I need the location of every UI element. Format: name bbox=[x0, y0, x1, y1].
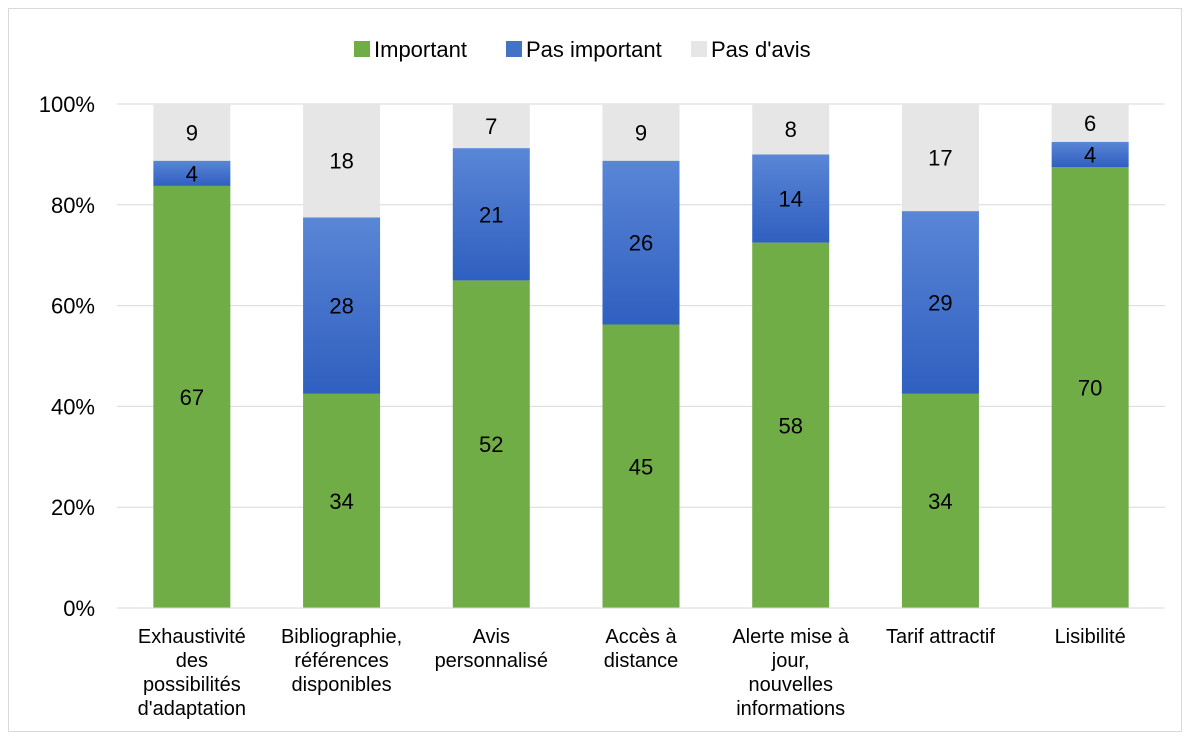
legend-swatch bbox=[354, 41, 370, 57]
bar-segment bbox=[901, 393, 979, 608]
legend-label: Pas d'avis bbox=[711, 37, 811, 62]
data-label: 14 bbox=[778, 187, 802, 212]
y-tick-label: 40% bbox=[51, 394, 95, 419]
bar-segment bbox=[452, 148, 530, 281]
x-category-label: Avis bbox=[473, 626, 510, 648]
x-category-label: informations bbox=[736, 698, 845, 720]
data-label: 29 bbox=[928, 290, 952, 315]
x-category-label: Alerte mise à bbox=[732, 626, 850, 648]
bar-segment bbox=[602, 324, 680, 608]
bar-segment bbox=[752, 242, 830, 608]
data-label: 45 bbox=[629, 454, 653, 479]
x-category-label: Bibliographie, bbox=[281, 626, 402, 648]
bar-segment bbox=[752, 104, 830, 155]
bar-segment bbox=[452, 104, 530, 149]
legend-label: Important bbox=[374, 37, 467, 62]
data-label: 52 bbox=[479, 432, 503, 457]
data-label: 9 bbox=[186, 120, 198, 145]
y-tick-label: 60% bbox=[51, 294, 95, 319]
data-label: 18 bbox=[329, 149, 353, 174]
bar-segment bbox=[153, 104, 231, 161]
bar-segment bbox=[303, 217, 381, 394]
x-category-label: personnalisé bbox=[435, 650, 548, 672]
data-label: 28 bbox=[329, 294, 353, 319]
x-category-label: possibilités bbox=[143, 674, 241, 696]
x-category-label: Exhaustivité bbox=[138, 626, 246, 648]
data-label: 4 bbox=[1084, 142, 1096, 167]
data-label: 67 bbox=[180, 385, 204, 410]
x-category-label: d'adaptation bbox=[138, 698, 246, 720]
legend-swatch bbox=[506, 41, 522, 57]
x-category-label: jour, bbox=[771, 650, 810, 672]
bar-segment bbox=[1051, 104, 1129, 142]
bar-segment bbox=[303, 393, 381, 608]
data-label: 26 bbox=[629, 231, 653, 256]
bar-segment bbox=[602, 104, 680, 161]
x-category-label: distance bbox=[604, 650, 679, 672]
data-label: 4 bbox=[186, 161, 198, 186]
bar-segment bbox=[452, 280, 530, 608]
data-label: 9 bbox=[635, 120, 647, 145]
data-label: 34 bbox=[329, 489, 353, 514]
bar-segment bbox=[153, 160, 231, 186]
bar-segment bbox=[602, 160, 680, 325]
bar-segment bbox=[153, 185, 231, 608]
data-label: 34 bbox=[928, 489, 952, 514]
data-label: 58 bbox=[778, 413, 802, 438]
data-label: 8 bbox=[785, 117, 797, 142]
x-category-label: Lisibilité bbox=[1055, 626, 1126, 648]
legend-label: Pas important bbox=[526, 37, 662, 62]
bar-segment bbox=[1051, 141, 1129, 167]
data-label: 21 bbox=[479, 202, 503, 227]
x-category-label: Tarif attractif bbox=[886, 626, 995, 648]
data-label: 7 bbox=[485, 114, 497, 139]
bar-segment bbox=[303, 104, 381, 218]
y-tick-label: 0% bbox=[63, 596, 95, 621]
legend-swatch bbox=[691, 41, 707, 57]
data-label: 70 bbox=[1078, 376, 1102, 401]
y-tick-label: 80% bbox=[51, 193, 95, 218]
x-category-label: Accès à bbox=[605, 626, 677, 648]
bar-segment bbox=[901, 104, 979, 212]
y-tick-label: 20% bbox=[51, 495, 95, 520]
x-category-label: références bbox=[294, 650, 389, 672]
bar-segment bbox=[1051, 167, 1129, 608]
x-category-label: disponibles bbox=[292, 674, 392, 696]
x-category-label: nouvelles bbox=[748, 674, 833, 696]
data-label: 6 bbox=[1084, 111, 1096, 136]
bar-segment bbox=[901, 211, 979, 394]
y-tick-label: 100% bbox=[39, 92, 95, 117]
bar-segment bbox=[752, 154, 830, 243]
x-category-label: des bbox=[176, 650, 208, 672]
data-label: 17 bbox=[928, 146, 952, 171]
